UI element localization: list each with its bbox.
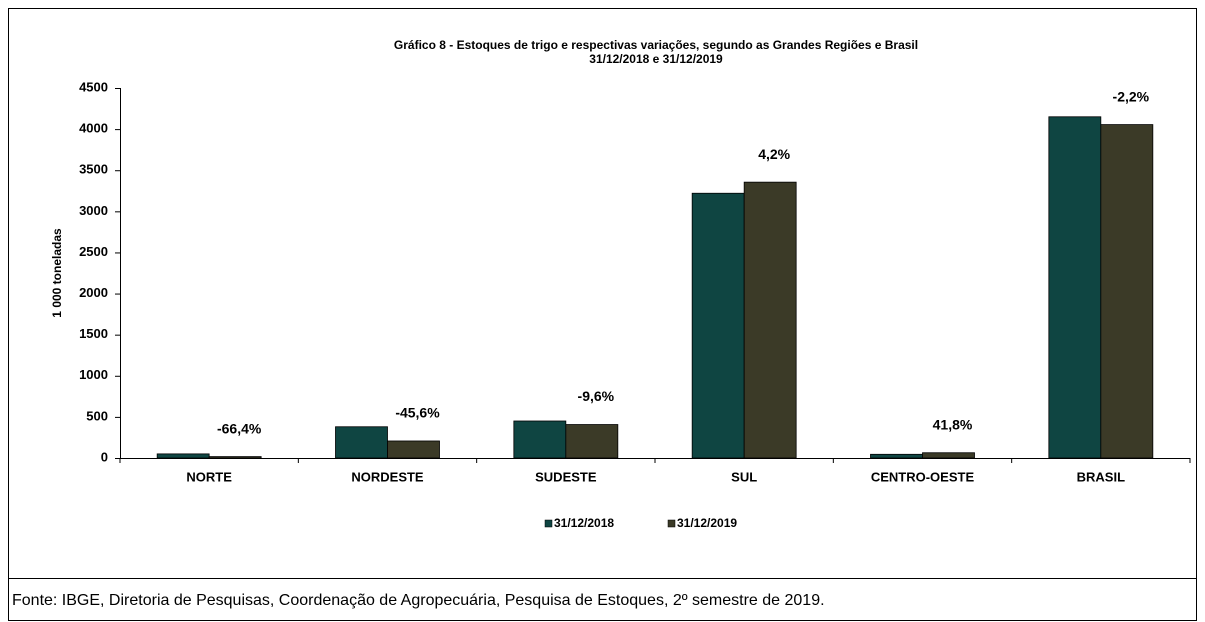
variation-label: -9,6% — [578, 388, 615, 404]
y-tick-label: 3000 — [79, 203, 108, 218]
variation-label: 4,2% — [758, 146, 790, 162]
chart-title: Gráfico 8 - Estoques de trigo e respecti… — [394, 38, 918, 52]
legend-label: 31/12/2019 — [677, 516, 737, 530]
x-tick-label: CENTRO-OESTE — [871, 469, 975, 484]
bar — [513, 420, 567, 459]
bar — [691, 192, 745, 459]
bar — [208, 456, 262, 459]
bar — [870, 453, 923, 459]
y-tick-label: 500 — [86, 408, 108, 423]
y-axis-label: 1 000 toneladas — [50, 228, 64, 318]
y-tick-label: 1500 — [79, 326, 108, 341]
variation-label: -45,6% — [395, 405, 440, 421]
x-tick-label: NORTE — [186, 469, 232, 484]
footer: Fonte: IBGE, Diretoria de Pesquisas, Coo… — [12, 592, 825, 609]
bar — [565, 424, 619, 459]
y-tick-label: 2500 — [79, 244, 108, 259]
variation-label: 41,8% — [933, 416, 973, 432]
y-tick-label: 4500 — [79, 79, 108, 94]
x-tick-label: SUL — [731, 469, 757, 484]
x-tick-label: SUDESTE — [535, 469, 597, 484]
y-tick-label: 0 — [101, 449, 108, 464]
legend-swatch — [544, 519, 553, 528]
y-tick-label: 1000 — [79, 367, 108, 382]
x-tick-label: BRASIL — [1077, 469, 1125, 484]
variation-label: -2,2% — [1113, 88, 1150, 104]
bar — [1048, 116, 1102, 459]
bar — [743, 181, 797, 459]
y-tick-label: 2000 — [79, 285, 108, 300]
bar — [335, 426, 388, 459]
frame — [8, 8, 1197, 621]
bar — [156, 453, 210, 459]
legend-swatch — [667, 519, 676, 528]
bar — [1100, 124, 1154, 459]
y-tick-label: 4000 — [79, 121, 108, 136]
bar — [387, 440, 440, 459]
x-tick-label: NORDESTE — [351, 469, 424, 484]
chart-subtitle: 31/12/2018 e 31/12/2019 — [589, 52, 723, 66]
variation-label: -66,4% — [217, 420, 262, 436]
y-tick-label: 3500 — [79, 162, 108, 177]
bar — [922, 452, 975, 459]
legend-label: 31/12/2018 — [554, 516, 614, 530]
